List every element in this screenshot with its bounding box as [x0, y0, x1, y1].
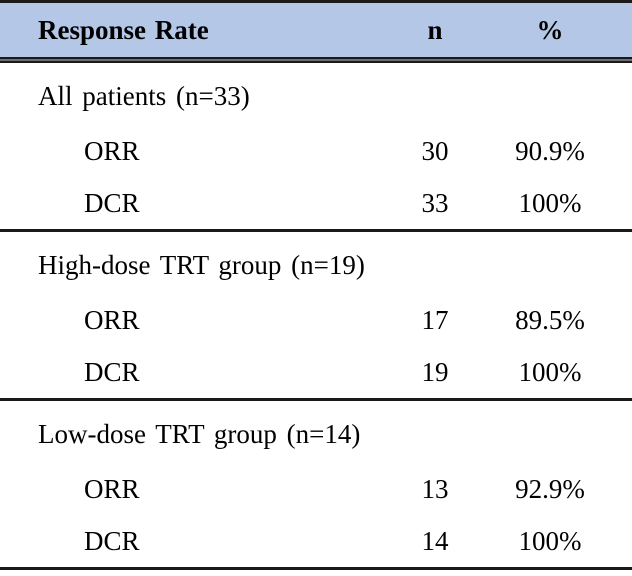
table-row: ORR 13 92.9% — [0, 463, 632, 515]
group-label: All patients (n=33) — [38, 80, 250, 111]
cell-n: 33 — [421, 187, 449, 218]
section-divider-rule — [0, 398, 632, 401]
cell-percent: 100% — [518, 525, 582, 556]
column-header-percent: % — [536, 14, 564, 45]
table-row: DCR 14 100% — [0, 515, 632, 567]
section-all-patients: All patients (n=33) ORR 30 90.9% DCR 33 … — [0, 63, 632, 232]
row-label: ORR — [84, 135, 140, 166]
table-row: ORR 30 90.9% — [0, 125, 632, 177]
section-divider-rule — [0, 229, 632, 232]
group-label: High-dose TRT group (n=19) — [38, 249, 365, 280]
cell-percent: 89.5% — [515, 304, 585, 335]
cell-percent: 92.9% — [515, 473, 585, 504]
cell-n: 17 — [421, 304, 449, 335]
table-bottom-rule — [0, 567, 632, 570]
section-low-dose: Low-dose TRT group (n=14) ORR 13 92.9% D… — [0, 401, 632, 570]
cell-n: 30 — [421, 135, 449, 166]
cell-percent: 90.9% — [515, 135, 585, 166]
table-row: DCR 33 100% — [0, 177, 632, 229]
table-header-row: Response Rate n % — [0, 3, 632, 57]
section-high-dose: High-dose TRT group (n=19) ORR 17 89.5% … — [0, 232, 632, 401]
table-row: ORR 17 89.5% — [0, 294, 632, 346]
cell-n: 19 — [421, 356, 449, 387]
row-label: ORR — [84, 473, 140, 504]
cell-percent: 100% — [518, 187, 582, 218]
row-label: DCR — [84, 187, 140, 218]
column-header-response-rate: Response Rate — [38, 14, 209, 45]
table-row: DCR 19 100% — [0, 346, 632, 398]
cell-percent: 100% — [518, 356, 582, 387]
group-label: Low-dose TRT group (n=14) — [38, 418, 361, 449]
header-double-rule — [0, 57, 632, 63]
column-header-n: n — [427, 14, 443, 45]
cell-n: 14 — [421, 525, 449, 556]
row-label: DCR — [84, 525, 140, 556]
cell-n: 13 — [421, 473, 449, 504]
row-label: ORR — [84, 304, 140, 335]
row-label: DCR — [84, 356, 140, 387]
